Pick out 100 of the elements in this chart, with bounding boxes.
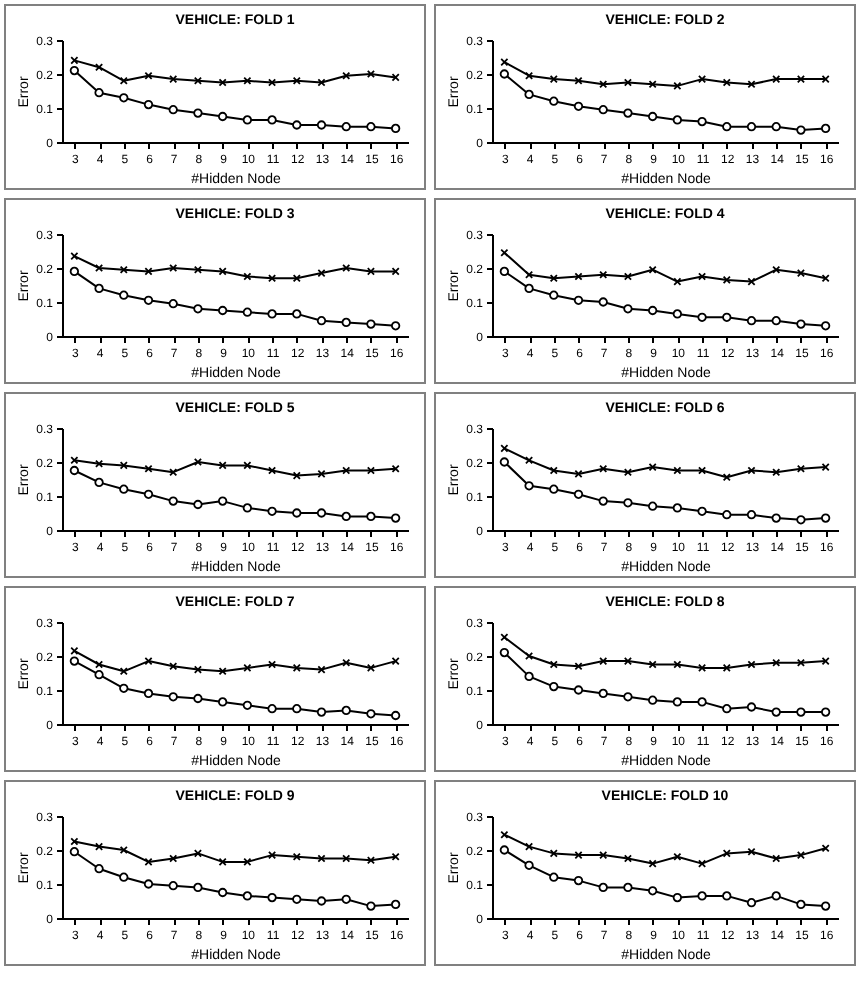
point — [243, 272, 252, 281]
point — [722, 510, 732, 520]
point — [672, 503, 682, 513]
point — [341, 317, 351, 328]
point — [599, 657, 608, 666]
point — [697, 312, 707, 322]
point — [391, 513, 401, 523]
point — [722, 78, 731, 87]
point — [94, 477, 104, 488]
point — [746, 316, 757, 326]
point — [796, 319, 806, 329]
point — [218, 496, 228, 506]
point — [549, 75, 558, 84]
point — [771, 707, 781, 717]
point — [144, 267, 153, 276]
point — [573, 489, 584, 499]
point — [573, 875, 584, 886]
point — [168, 496, 178, 506]
point — [94, 864, 104, 874]
point — [598, 688, 608, 699]
point — [648, 886, 658, 896]
point — [549, 681, 559, 692]
point — [317, 78, 326, 87]
point — [193, 108, 203, 118]
point — [747, 847, 756, 856]
point — [143, 489, 154, 499]
point — [267, 506, 277, 516]
point — [722, 122, 732, 132]
point — [267, 115, 277, 125]
point — [143, 99, 154, 110]
point — [549, 466, 558, 475]
point — [796, 464, 805, 473]
point — [218, 461, 227, 470]
point — [292, 894, 302, 904]
point — [598, 105, 608, 115]
point — [672, 892, 682, 903]
point — [623, 108, 633, 118]
point — [366, 856, 375, 865]
point — [391, 710, 401, 721]
point — [499, 845, 509, 855]
point — [366, 69, 375, 79]
point — [316, 508, 327, 518]
point — [599, 851, 608, 860]
point — [292, 704, 302, 714]
point — [499, 457, 509, 467]
point — [168, 105, 178, 115]
point — [193, 304, 203, 314]
point — [366, 122, 376, 132]
point — [292, 120, 302, 130]
point — [796, 515, 806, 525]
point — [94, 88, 104, 98]
point — [366, 709, 376, 719]
point — [796, 658, 805, 667]
point — [193, 499, 203, 510]
point — [648, 695, 658, 705]
point — [341, 511, 351, 522]
point — [648, 305, 658, 316]
point — [722, 312, 732, 322]
point — [242, 307, 252, 317]
point — [168, 299, 178, 309]
point — [821, 513, 831, 523]
point — [69, 65, 79, 76]
point — [648, 859, 657, 868]
point — [672, 115, 682, 125]
point — [218, 697, 228, 707]
point — [747, 466, 756, 475]
point — [316, 316, 327, 326]
point — [218, 887, 228, 898]
point — [525, 651, 534, 661]
point — [267, 309, 277, 319]
point — [623, 657, 632, 666]
point — [796, 75, 805, 84]
point — [771, 316, 781, 326]
point — [69, 847, 79, 857]
point — [341, 894, 351, 904]
point — [242, 503, 252, 513]
point — [69, 656, 79, 666]
point — [746, 510, 757, 520]
point — [119, 872, 129, 882]
point — [697, 506, 707, 516]
point — [524, 860, 534, 870]
point — [69, 266, 79, 277]
point — [193, 693, 203, 704]
point — [821, 123, 831, 134]
point — [144, 71, 153, 80]
point — [268, 274, 277, 283]
point — [317, 665, 326, 674]
point — [722, 891, 732, 901]
point — [499, 647, 509, 658]
point — [623, 692, 633, 702]
point — [69, 465, 79, 476]
point — [796, 125, 806, 135]
point — [549, 96, 559, 106]
point — [673, 466, 682, 475]
point — [143, 879, 154, 889]
point — [796, 899, 806, 910]
point — [218, 305, 228, 316]
point — [524, 283, 534, 294]
point — [242, 700, 252, 710]
point — [623, 304, 633, 314]
